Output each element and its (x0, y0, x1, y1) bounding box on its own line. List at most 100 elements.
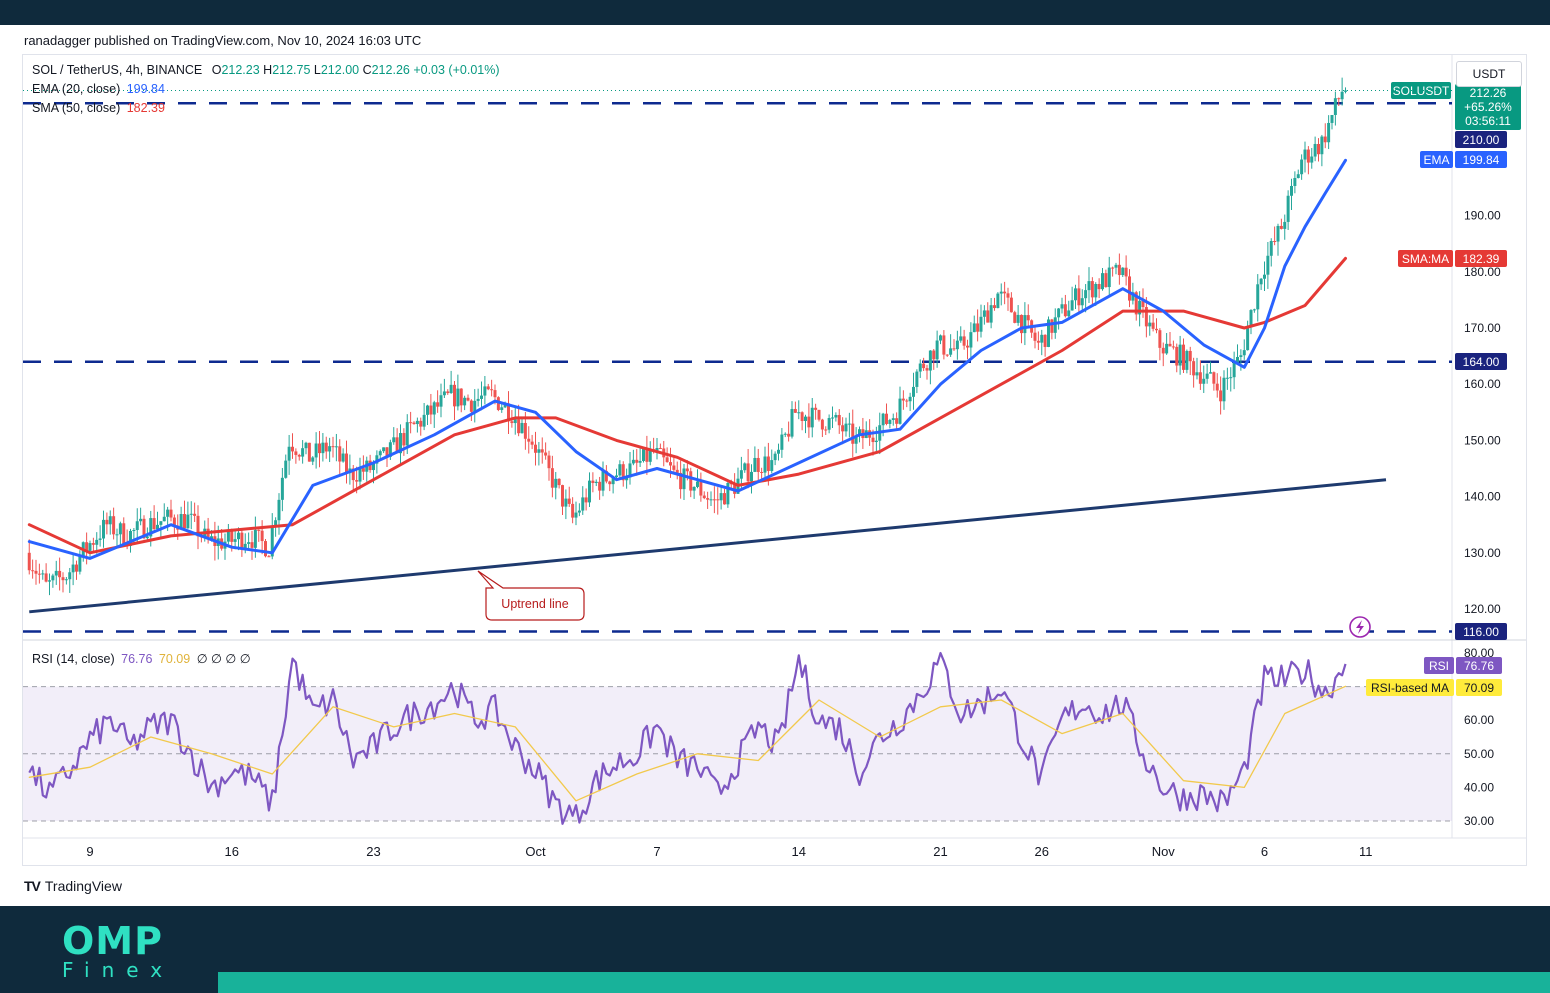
candle-body (979, 316, 983, 332)
candle-body (955, 340, 959, 350)
candle-body (604, 470, 608, 482)
candle-body (37, 573, 41, 575)
candle-body (824, 429, 828, 431)
candle-body (48, 580, 51, 582)
candle-body (588, 480, 591, 503)
candle-body (851, 423, 855, 444)
candle-body (122, 523, 126, 545)
candle-body (210, 536, 213, 539)
candle-body (64, 579, 68, 581)
candle-body (1188, 350, 1192, 362)
finex-logo: Finex (62, 958, 175, 982)
candle-body (415, 420, 419, 425)
candle-body (1259, 278, 1263, 285)
currency-button[interactable]: USDT (1456, 61, 1522, 87)
candle-body (871, 437, 875, 443)
candle-body (1273, 240, 1277, 242)
candle-body (449, 384, 453, 394)
candle-body (1269, 240, 1273, 256)
candle-body (567, 498, 571, 504)
alert-lightning-icon (1349, 616, 1371, 638)
candle-body (898, 398, 902, 424)
tradingview-chart[interactable]: 120.00 130.00 140.00 150.00 160.00 170.00 180.… (0, 0, 1550, 870)
legend-l-label: L (313, 63, 321, 77)
ema-legend[interactable]: EMA (20, close) 199.84 (32, 82, 165, 96)
candle-body (709, 499, 713, 501)
candle-body (115, 534, 119, 536)
price-tick-label: 150.00 (1464, 433, 1501, 447)
rsi-ma-legend-value: 70.09 (158, 652, 191, 666)
candle-body (105, 519, 109, 525)
sma-legend[interactable]: SMA (50, close) 182.39 (32, 101, 165, 115)
candle-body (1219, 390, 1223, 402)
candle-body (885, 413, 888, 424)
candle-body (324, 442, 328, 452)
candle-body (1168, 343, 1172, 347)
candle-body (34, 570, 38, 574)
candle-body (935, 340, 939, 360)
candle-body (439, 395, 443, 407)
candle-body (726, 482, 730, 505)
candle-body (814, 407, 818, 410)
candle-body (750, 471, 753, 482)
time-tick-label: 21 (933, 844, 947, 859)
top-bar (0, 0, 1550, 25)
candle-body (1060, 304, 1064, 309)
candle-body (547, 455, 551, 469)
candle-body (719, 493, 723, 501)
candle-body (1232, 362, 1236, 378)
candle-body (476, 398, 480, 401)
candle-body (1205, 373, 1209, 379)
candle-body (422, 414, 426, 427)
candle-body (1128, 276, 1131, 301)
candle-body (682, 468, 686, 490)
candle-body (129, 530, 132, 546)
candle-body (264, 541, 267, 557)
candle-body (1114, 264, 1118, 268)
candle-body (1344, 90, 1347, 92)
price-tick-label: 190.00 (1464, 209, 1501, 223)
candle-body (85, 542, 89, 551)
candle-body (466, 397, 470, 401)
candle-body (739, 470, 743, 479)
candle-body (615, 475, 618, 478)
candle-body (1009, 297, 1013, 313)
candle-body (1225, 377, 1229, 379)
svg-text:SMA:MA: SMA:MA (1402, 252, 1449, 266)
candle-body (598, 481, 602, 491)
rsi-legend[interactable]: RSI (14, close) 76.76 70.09 ∅ ∅ ∅ ∅ (32, 651, 251, 666)
svg-text:EMA: EMA (1423, 153, 1449, 167)
rsi-tick-label: 80.00 (1464, 646, 1494, 660)
svg-text:03:56:11: 03:56:11 (1465, 114, 1511, 128)
candle-body (685, 468, 689, 472)
candle-body (1134, 292, 1138, 315)
candle-body (1020, 314, 1023, 334)
candle-body (108, 516, 112, 525)
candle-body (672, 465, 676, 470)
rsi-value-tag: 76.76 (1456, 657, 1502, 674)
candle-body (301, 448, 305, 457)
candle-body (966, 345, 969, 348)
candle-body (473, 400, 477, 412)
tradingview-logo: TV TradingView (24, 878, 122, 894)
rsi-line (28, 651, 1347, 825)
candle-body (901, 398, 905, 401)
candle-body (1286, 195, 1290, 222)
candle-body (432, 402, 436, 415)
candle-body (905, 400, 909, 402)
candle-body (351, 468, 355, 481)
candle-body (777, 449, 780, 454)
candle-body (756, 457, 760, 472)
candle-body (149, 518, 153, 537)
candle-body (1239, 355, 1243, 357)
candle-body (1293, 177, 1297, 186)
candle-body (1320, 136, 1324, 155)
candle-body (628, 463, 632, 478)
candle-body (311, 457, 315, 462)
candle-body (669, 462, 672, 466)
time-tick-label: 26 (1035, 844, 1049, 859)
candle-body (780, 434, 784, 450)
candle-body (1296, 174, 1300, 178)
candle-body (1263, 274, 1266, 279)
svg-text:164.00: 164.00 (1463, 355, 1500, 369)
